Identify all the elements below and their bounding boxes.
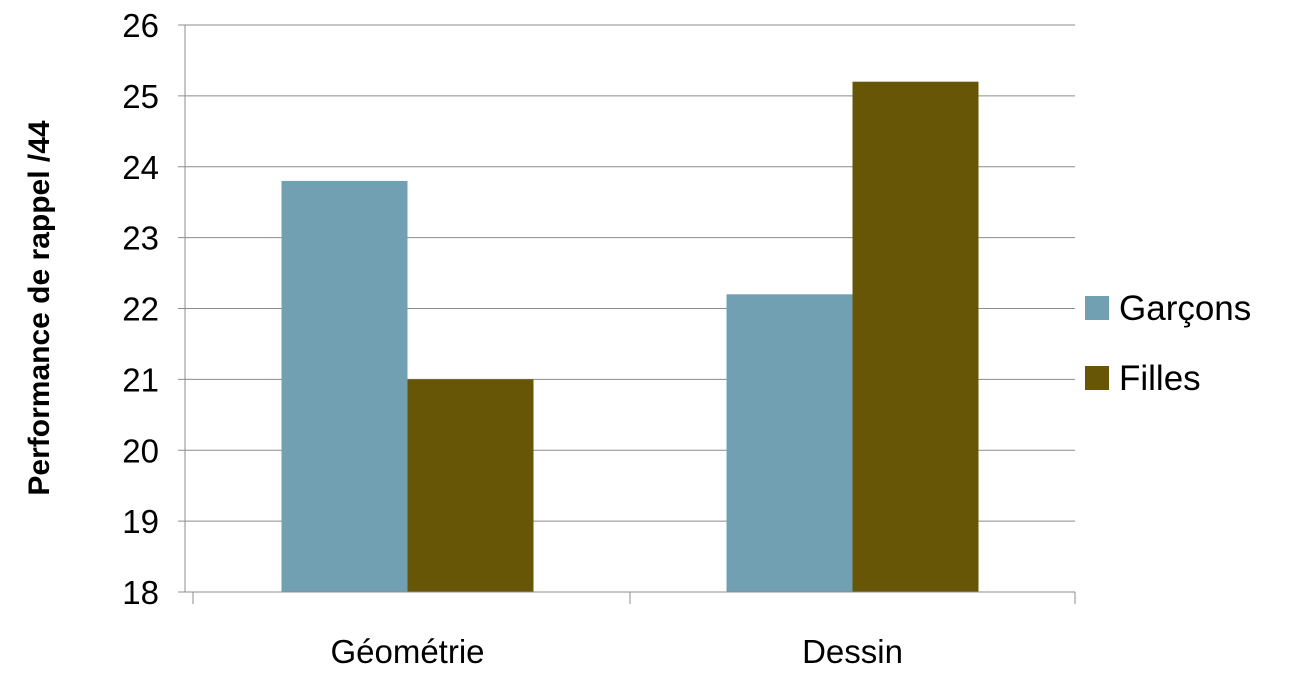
bar-garcons-0 xyxy=(281,180,408,593)
y-tick-label: 19 xyxy=(122,503,159,540)
y-tick-label: 26 xyxy=(122,7,159,44)
legend-label: Garçons xyxy=(1119,289,1251,328)
y-tick-label: 21 xyxy=(122,361,159,398)
bar-filles-1 xyxy=(852,81,979,592)
y-tick-label: 25 xyxy=(122,78,159,115)
x-tick-label: Géométrie xyxy=(330,633,484,670)
bars xyxy=(281,81,979,593)
axes xyxy=(178,24,1076,604)
legend-swatch xyxy=(1085,296,1109,320)
labels: 18 19 20 21 22 23 24 25 26 Géométrie Dessin Perform… xyxy=(23,7,903,670)
y-tick-label: 24 xyxy=(122,149,159,186)
y-tick-label: 18 xyxy=(122,574,159,611)
legend: Garçons Filles xyxy=(1085,289,1251,398)
bar-garcons-1 xyxy=(726,294,853,592)
legend-swatch xyxy=(1085,366,1109,390)
x-tick-label: Dessin xyxy=(802,633,903,670)
y-tick-label: 20 xyxy=(122,432,159,469)
y-tick-label: 22 xyxy=(122,291,159,328)
y-axis-title: Performance de rappel /44 xyxy=(23,120,56,495)
bar-filles-0 xyxy=(407,379,534,592)
legend-label: Filles xyxy=(1119,359,1201,398)
y-tick-label: 23 xyxy=(122,220,159,257)
